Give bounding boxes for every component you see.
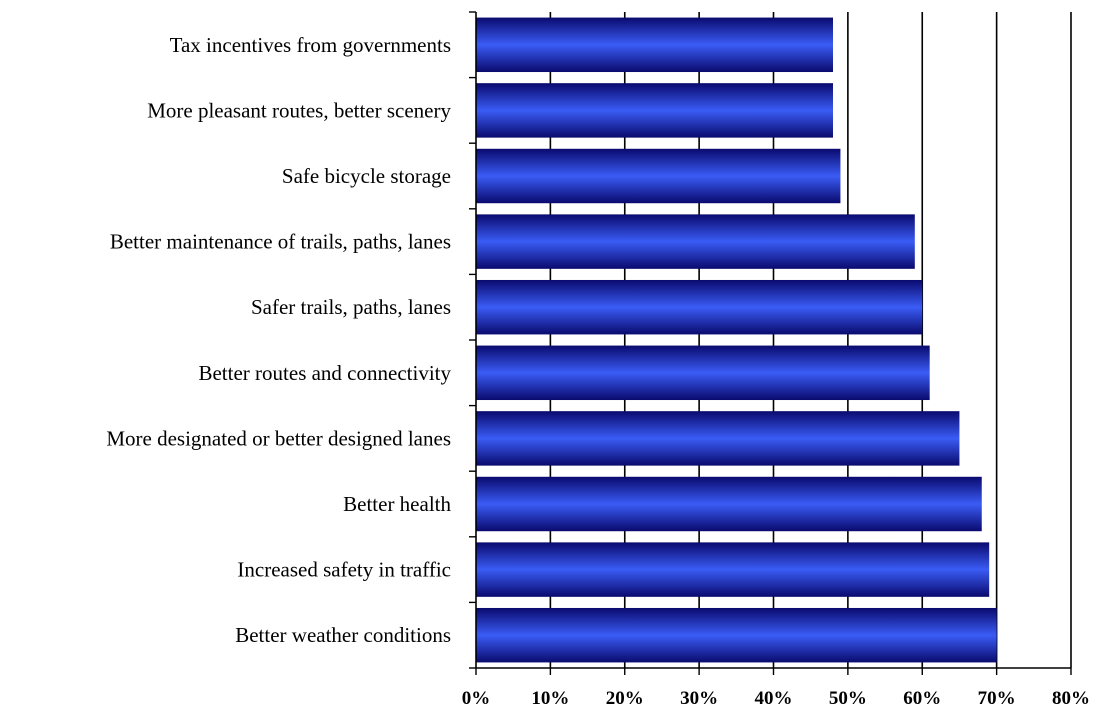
bar-1 [476, 17, 833, 73]
bars [476, 17, 997, 663]
category-labels: Tax incentives from governments More plea… [106, 33, 451, 647]
category-label: Better routes and connectivity [198, 361, 451, 385]
category-label: Increased safety in traffic [237, 558, 451, 582]
category-label: Better weather conditions [235, 623, 451, 647]
x-tick-label: 50% [829, 688, 867, 709]
category-label: Better health [343, 492, 451, 516]
axes [469, 11, 1072, 675]
category-label: More designated or better designed lanes [106, 426, 451, 450]
x-tick-label: 40% [755, 688, 793, 709]
bar-10 [476, 607, 997, 663]
bar-6 [476, 345, 930, 401]
x-tick-label: 60% [903, 688, 941, 709]
bar-8 [476, 476, 982, 532]
x-tick-label: 0% [462, 688, 491, 709]
x-tick-label: 10% [531, 688, 569, 709]
bar-9 [476, 542, 990, 597]
x-tick-label: 20% [606, 688, 644, 709]
x-tick-label: 30% [680, 688, 718, 709]
tick-labels: 0% 10% 20% 30% 40% 50% 60% 70% 80% [462, 688, 1090, 709]
bar-4 [476, 214, 915, 269]
x-tick-label: 80% [1052, 688, 1090, 709]
category-label: Tax incentives from governments [170, 33, 451, 57]
x-tick-label: 70% [978, 688, 1016, 709]
bar-2 [476, 83, 833, 138]
category-label: More pleasant routes, better scenery [147, 98, 451, 122]
bar-7 [476, 411, 960, 466]
bar-5 [476, 279, 923, 335]
category-label: Better maintenance of trails, paths, lan… [110, 230, 451, 254]
category-label: Safer trails, paths, lanes [251, 295, 451, 319]
bar-3 [476, 148, 841, 204]
category-label: Safe bicycle storage [282, 164, 451, 188]
